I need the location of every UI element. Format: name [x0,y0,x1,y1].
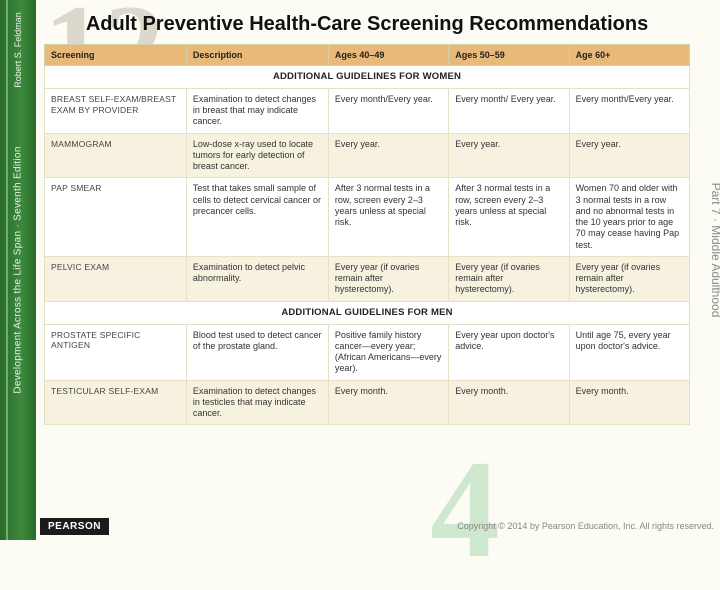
cell-desc: Examination to detect changes in testicl… [186,380,328,425]
cell-desc: Examination to detect pelvic abnormality… [186,256,328,301]
cell-a50: After 3 normal tests in a row, screen ev… [449,178,569,257]
cell-a60: Every year (if ovaries remain after hyst… [569,256,689,301]
table-row: MAMMOGRAMLow-dose x-ray used to locate t… [45,133,690,178]
cell-a50: Every year upon doctor's advice. [449,324,569,380]
cell-desc: Test that takes small sample of cells to… [186,178,328,257]
cell-a50: Every year. [449,133,569,178]
cell-a50: Every year (if ovaries remain after hyst… [449,256,569,301]
table-row: TESTICULAR SELF-EXAMExamination to detec… [45,380,690,425]
cell-a50: Every month. [449,380,569,425]
cell-name: MAMMOGRAM [45,133,187,178]
cell-name: BREAST SELF-EXAM/BREAST EXAM BY PROVIDER [45,88,187,133]
cell-a40: Every month. [328,380,448,425]
col-age-60plus: Age 60+ [569,45,689,66]
cell-name: PROSTATE SPECIFIC ANTIGEN [45,324,187,380]
section-heading-row: ADDITIONAL GUIDELINES FOR MEN [45,301,690,324]
table-row: PELVIC EXAMExamination to detect pelvic … [45,256,690,301]
cell-desc: Examination to detect changes in breast … [186,88,328,133]
cell-a40: Every year. [328,133,448,178]
spine-title: Development Across the Life Span · Seven… [13,146,24,393]
table-row: PAP SMEARTest that takes small sample of… [45,178,690,257]
cell-a60: Women 70 and older with 3 normal tests i… [569,178,689,257]
cell-desc: Blood test used to detect cancer of the … [186,324,328,380]
footer: PEARSON Copyright © 2014 by Pearson Educ… [40,516,714,536]
content-area: Adult Preventive Health-Care Screening R… [44,10,690,514]
cell-a60: Every month/Every year. [569,88,689,133]
copyright-text: Copyright © 2014 by Pearson Education, I… [457,521,714,531]
cell-name: PELVIC EXAM [45,256,187,301]
col-description: Description [186,45,328,66]
cell-a40: Every year (if ovaries remain after hyst… [328,256,448,301]
col-age-50-59: Ages 50–59 [449,45,569,66]
section-heading: ADDITIONAL GUIDELINES FOR WOMEN [45,66,690,89]
cell-a40: After 3 normal tests in a row, screen ev… [328,178,448,257]
col-screening: Screening [45,45,187,66]
part-label: Part 7 · Middle Adulthood [709,183,720,318]
cell-a60: Every month. [569,380,689,425]
section-heading-row: ADDITIONAL GUIDELINES FOR WOMEN [45,66,690,89]
table-header-row: Screening Description Ages 40–49 Ages 50… [45,45,690,66]
spine-author: Robert S. Feldman [13,12,23,88]
cell-a50: Every month/ Every year. [449,88,569,133]
col-age-40-49: Ages 40–49 [328,45,448,66]
cell-desc: Low-dose x-ray used to locate tumors for… [186,133,328,178]
table-row: PROSTATE SPECIFIC ANTIGENBlood test used… [45,324,690,380]
section-heading: ADDITIONAL GUIDELINES FOR MEN [45,301,690,324]
cell-a60: Until age 75, every year upon doctor's a… [569,324,689,380]
cell-name: TESTICULAR SELF-EXAM [45,380,187,425]
screening-table: Screening Description Ages 40–49 Ages 50… [44,44,690,425]
page-title: Adult Preventive Health-Care Screening R… [74,12,660,36]
cell-a60: Every year. [569,133,689,178]
cell-a40: Positive family history cancer—every yea… [328,324,448,380]
cell-a40: Every month/Every year. [328,88,448,133]
table-row: BREAST SELF-EXAM/BREAST EXAM BY PROVIDER… [45,88,690,133]
publisher-logo: PEARSON [40,518,109,535]
cell-name: PAP SMEAR [45,178,187,257]
